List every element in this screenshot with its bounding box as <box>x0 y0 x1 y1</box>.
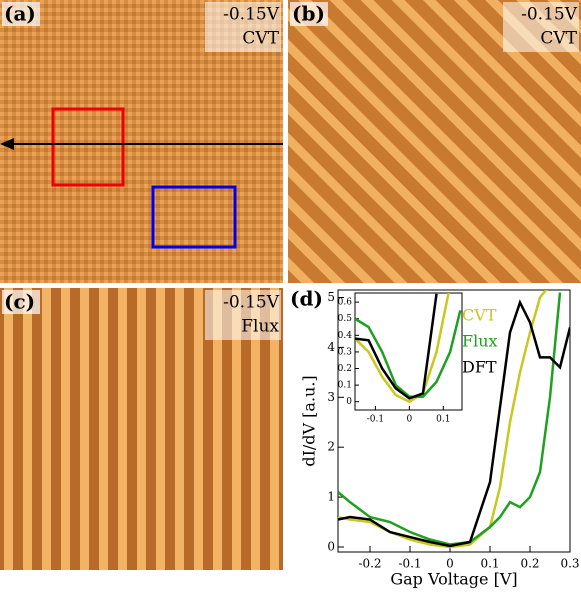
label-bg <box>503 2 579 52</box>
panel-label: (a) <box>4 2 36 26</box>
bias-label: -0.15V <box>521 5 578 25</box>
arrow-head <box>0 138 14 150</box>
legend-entry: Flux <box>462 332 498 351</box>
x-tick-label: 0 <box>406 415 412 425</box>
label-bg <box>205 290 281 340</box>
legend-entry: CVT <box>462 306 497 325</box>
x-tick-label: -0.2 <box>358 557 381 571</box>
y-tick-label: 4 <box>327 340 335 354</box>
sample-label: CVT <box>242 29 279 49</box>
panel-label: (d) <box>290 287 323 311</box>
bias-label: -0.15V <box>223 5 280 25</box>
x-tick-label: 0.1 <box>436 415 450 425</box>
y-tick-label: 0.1 <box>338 381 352 391</box>
y-tick-label: 0 <box>327 540 335 554</box>
series-line <box>355 310 462 398</box>
blue-box <box>151 185 237 249</box>
label-bg <box>290 2 328 26</box>
panel-label: (b) <box>292 2 325 26</box>
legend-entry: DFT <box>462 358 497 377</box>
red-box <box>51 107 125 187</box>
y-tick-label: 0 <box>346 397 352 407</box>
sample-label: Flux <box>241 317 279 337</box>
y-tick-label: 0.5 <box>338 314 353 324</box>
x-tick-label: 0 <box>446 557 454 571</box>
label-bg <box>2 290 40 314</box>
x-axis-label: Gap Voltage [V] <box>390 570 517 589</box>
y-tick-label: 0.3 <box>338 347 353 357</box>
x-tick-label: 0.3 <box>560 557 579 571</box>
x-tick-label: 0.2 <box>520 557 539 571</box>
x-tick-label: -0.1 <box>398 557 421 571</box>
label-bg <box>205 2 281 52</box>
y-tick-label: 0.4 <box>338 331 353 341</box>
panel-label: (c) <box>4 290 35 314</box>
sample-label: CVT <box>540 29 577 49</box>
y-tick-label: 1 <box>327 490 335 504</box>
y-tick-label: 3 <box>327 390 335 404</box>
y-tick-label: 5 <box>327 290 335 304</box>
series-line <box>355 293 438 400</box>
x-tick-label: -0.1 <box>367 415 384 425</box>
y-tick-label: 2 <box>327 440 335 454</box>
series-line <box>338 292 562 546</box>
series-line <box>338 299 570 548</box>
y-axis-label: dI/dV [a.u.] <box>300 375 319 466</box>
y-tick-label: 0.6 <box>338 298 353 308</box>
y-tick-label: 0.2 <box>338 364 352 374</box>
x-tick-label: 0.1 <box>480 557 499 571</box>
series-line <box>355 293 450 404</box>
bias-label: -0.15V <box>223 293 280 313</box>
label-bg <box>2 2 40 26</box>
